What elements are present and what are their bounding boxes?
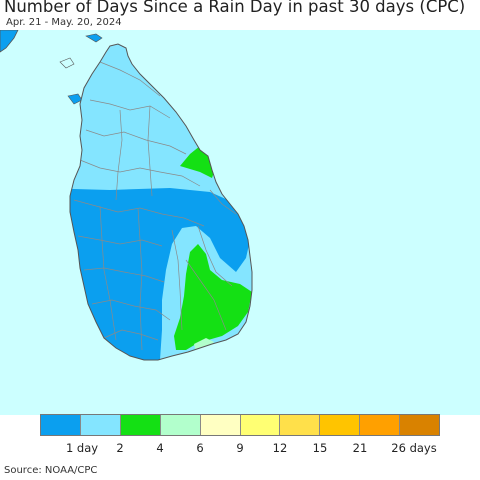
legend-swatch-8 bbox=[360, 415, 401, 435]
northwest-corner-land bbox=[0, 30, 19, 53]
legend-swatch-3 bbox=[160, 415, 201, 435]
legend-labels: 1 day 2 4 6 9 12 15 21 26 days bbox=[0, 441, 480, 457]
legend-label-4: 9 bbox=[236, 441, 244, 455]
legend-label-7: 21 bbox=[352, 441, 368, 455]
legend-label-8: 26 days bbox=[391, 441, 437, 455]
legend-swatch-9 bbox=[400, 415, 440, 435]
district-boundaries bbox=[73, 61, 237, 351]
legend-swatch-7 bbox=[320, 415, 361, 435]
legend-swatch-1 bbox=[80, 415, 121, 435]
legend-label-5: 12 bbox=[272, 441, 288, 455]
island-1 bbox=[85, 33, 103, 43]
legend-label-1: 2 bbox=[116, 441, 124, 455]
date-range-subtitle: Apr. 21 - May. 20, 2024 bbox=[6, 17, 122, 28]
legend-swatch-6 bbox=[280, 415, 321, 435]
legend-swatch-5 bbox=[240, 415, 281, 435]
map-title: Number of Days Since a Rain Day in past … bbox=[4, 0, 466, 16]
island-3 bbox=[59, 57, 75, 69]
sri-lanka-map bbox=[0, 30, 480, 415]
legend-label-2: 4 bbox=[156, 441, 164, 455]
legend-label-3: 6 bbox=[196, 441, 204, 455]
color-legend bbox=[40, 414, 440, 436]
legend-label-0: 1 day bbox=[65, 441, 99, 455]
legend-label-6: 15 bbox=[312, 441, 328, 455]
legend-swatch-4 bbox=[200, 415, 241, 435]
source-credit: Source: NOAA/CPC bbox=[4, 465, 98, 476]
legend-swatch-0 bbox=[41, 415, 81, 435]
legend-swatch-2 bbox=[120, 415, 161, 435]
